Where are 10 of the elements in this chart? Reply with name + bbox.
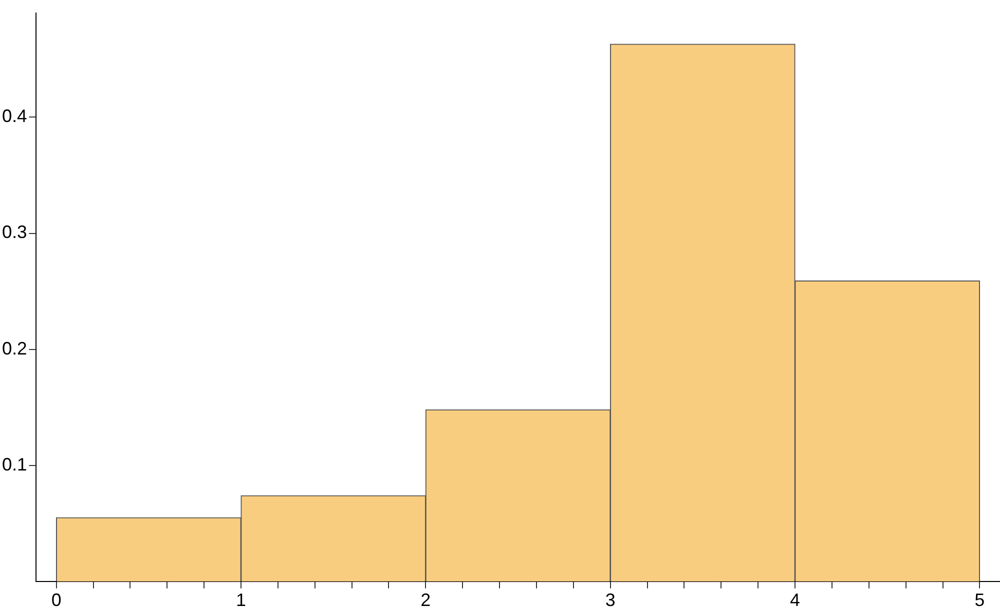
y-tick-label: 0.3: [2, 222, 28, 242]
y-tick-label: 0.4: [2, 106, 28, 126]
x-tick-label: 1: [236, 590, 246, 610]
y-tick-label: 0.1: [2, 454, 28, 474]
x-tick-label: 3: [605, 590, 616, 610]
x-tick-label: 2: [420, 590, 431, 610]
y-tick-label: 0.2: [2, 338, 28, 358]
x-tick-label: 5: [974, 590, 985, 610]
x-tick-label: 0: [51, 590, 62, 610]
x-tick-label: 4: [790, 590, 800, 610]
